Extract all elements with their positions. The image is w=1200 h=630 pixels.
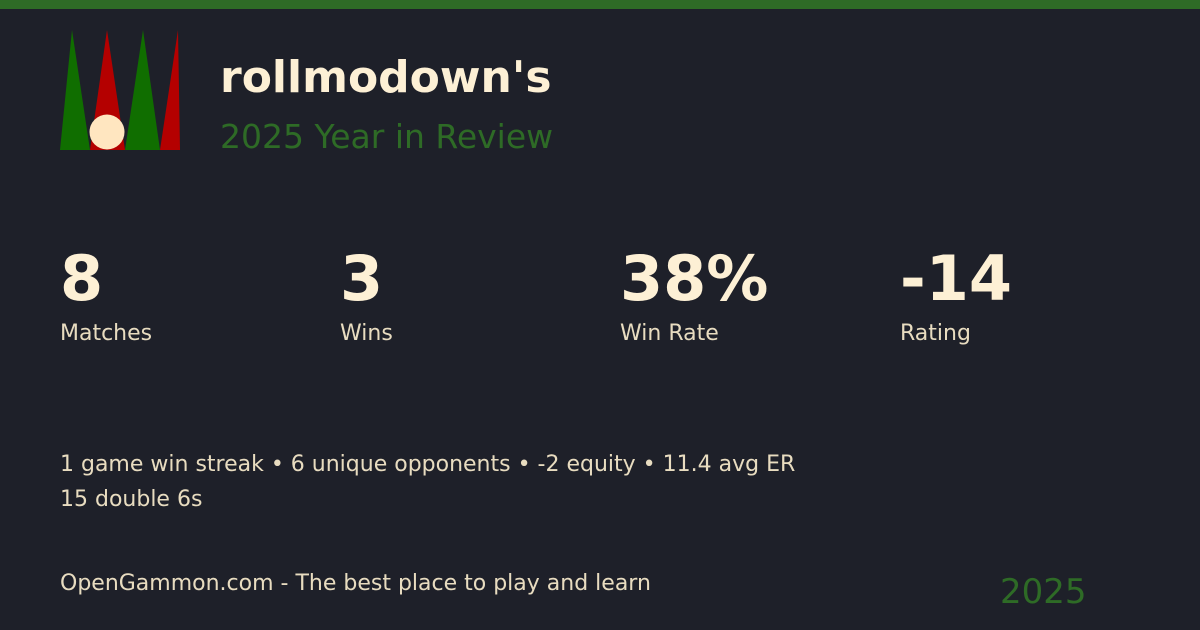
footer-year: 2025	[1000, 572, 1087, 612]
logo-point-green	[125, 30, 160, 150]
logo-checker	[89, 114, 125, 150]
stat-value: 8	[60, 242, 104, 315]
stat-wins: 3 Wins	[340, 242, 393, 347]
footer-tagline: OpenGammon.com - The best place to play …	[60, 571, 651, 596]
page-title: rollmodown's	[220, 52, 552, 103]
backgammon-logo	[60, 30, 180, 150]
stat-label: Matches	[60, 321, 153, 346]
page-subtitle: 2025 Year in Review	[220, 117, 554, 156]
stat-label: Win Rate	[620, 321, 719, 346]
stat-value: 3	[340, 242, 384, 315]
top-accent-bar	[0, 0, 1200, 9]
logo-point-green	[60, 30, 90, 150]
stat-matches: 8 Matches	[60, 242, 153, 347]
stat-value: -14	[900, 242, 1013, 315]
details-line-2: 15 double 6s	[60, 487, 203, 512]
stat-win-rate: 38% Win Rate	[620, 242, 769, 347]
stat-label: Rating	[900, 321, 971, 346]
details-line-1: 1 game win streak • 6 unique opponents •…	[60, 452, 796, 477]
logo-point-red	[160, 30, 180, 150]
stat-rating: -14 Rating	[900, 242, 1013, 347]
stat-label: Wins	[340, 321, 393, 346]
stat-value: 38%	[620, 242, 769, 315]
